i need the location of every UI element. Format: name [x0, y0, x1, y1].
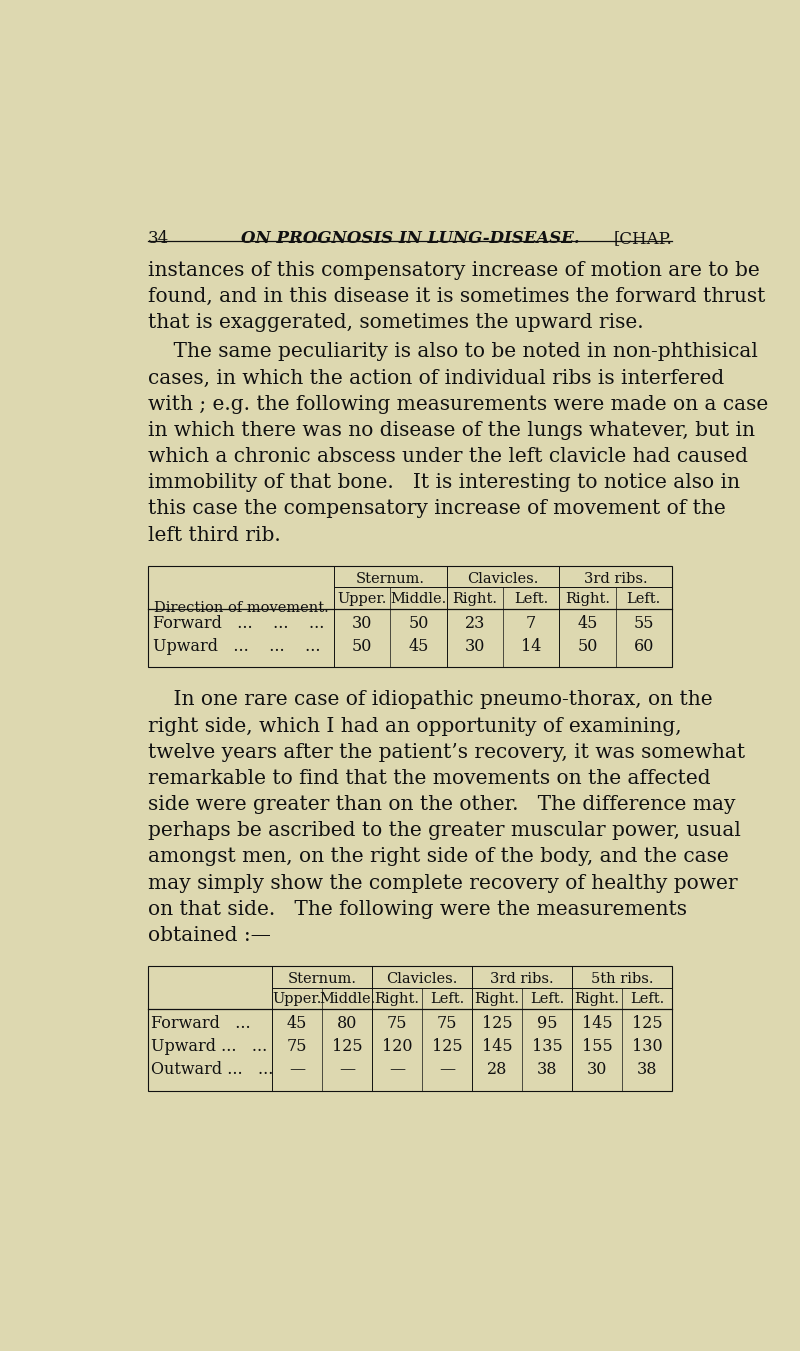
Text: left third rib.: left third rib. [148, 526, 281, 544]
Text: 125: 125 [432, 1039, 462, 1055]
Text: on that side.   The following were the measurements: on that side. The following were the mea… [148, 900, 687, 919]
Text: cases, in which the action of individual ribs is interfered: cases, in which the action of individual… [148, 369, 724, 388]
Text: twelve years after the patient’s recovery, it was somewhat: twelve years after the patient’s recover… [148, 743, 745, 762]
Text: immobility of that bone.   It is interesting to notice also in: immobility of that bone. It is interesti… [148, 473, 740, 492]
Text: Right.: Right. [474, 992, 519, 1006]
Text: 3rd ribs.: 3rd ribs. [490, 973, 554, 986]
Text: 135: 135 [532, 1039, 562, 1055]
Text: 50: 50 [578, 638, 598, 655]
Text: Forward   ...: Forward ... [151, 1016, 250, 1032]
Text: 14: 14 [521, 638, 542, 655]
Text: Upward ...   ...: Upward ... ... [151, 1039, 267, 1055]
Text: Right.: Right. [452, 592, 498, 605]
Text: 125: 125 [632, 1016, 662, 1032]
Text: that is exaggerated, sometimes the upward rise.: that is exaggerated, sometimes the upwar… [148, 313, 644, 332]
Text: In one rare case of idiopathic pneumo-thorax, on the: In one rare case of idiopathic pneumo-th… [148, 690, 713, 709]
Text: 23: 23 [465, 615, 485, 632]
Bar [148, 966, 672, 1090]
Text: remarkable to find that the movements on the affected: remarkable to find that the movements on… [148, 769, 710, 788]
Text: Upper.: Upper. [272, 992, 322, 1006]
Text: Direction of movement.: Direction of movement. [154, 601, 329, 615]
Text: 75: 75 [386, 1016, 407, 1032]
Text: —: — [389, 1062, 405, 1078]
Text: 30: 30 [465, 638, 485, 655]
Text: Left.: Left. [530, 992, 564, 1006]
Text: 45: 45 [578, 615, 598, 632]
Text: Clavicles.: Clavicles. [467, 571, 538, 586]
Text: —: — [439, 1062, 455, 1078]
Text: right side, which I had an opportunity of examining,: right side, which I had an opportunity o… [148, 716, 682, 735]
Text: 34: 34 [148, 230, 170, 247]
Text: 125: 125 [332, 1039, 362, 1055]
Text: Upper.: Upper. [338, 592, 387, 605]
Text: may simply show the complete recovery of healthy power: may simply show the complete recovery of… [148, 874, 738, 893]
Text: 28: 28 [487, 1062, 507, 1078]
Text: 38: 38 [537, 1062, 558, 1078]
Bar [148, 566, 672, 667]
Text: obtained :—: obtained :— [148, 925, 271, 944]
Text: amongst men, on the right side of the body, and the case: amongst men, on the right side of the bo… [148, 847, 729, 866]
Text: Right.: Right. [374, 992, 419, 1006]
Text: 125: 125 [482, 1016, 512, 1032]
Text: 50: 50 [352, 638, 372, 655]
Text: with ; e.g. the following measurements were made on a case: with ; e.g. the following measurements w… [148, 394, 768, 413]
Text: Left.: Left. [626, 592, 661, 605]
Text: [CHAP.: [CHAP. [614, 230, 672, 247]
Text: 95: 95 [537, 1016, 558, 1032]
Text: perhaps be ascribed to the greater muscular power, usual: perhaps be ascribed to the greater muscu… [148, 821, 741, 840]
Text: Forward   ...    ...    ...: Forward ... ... ... [153, 615, 324, 632]
Text: Outward ...   ...: Outward ... ... [151, 1062, 274, 1078]
Text: 75: 75 [437, 1016, 458, 1032]
Text: side were greater than on the other.   The difference may: side were greater than on the other. The… [148, 794, 735, 815]
Text: 145: 145 [482, 1039, 512, 1055]
Text: found, and in this disease it is sometimes the forward thrust: found, and in this disease it is sometim… [148, 286, 766, 305]
Text: Clavicles.: Clavicles. [386, 973, 458, 986]
Text: Right.: Right. [565, 592, 610, 605]
Text: —: — [339, 1062, 355, 1078]
Text: Middle.: Middle. [390, 592, 446, 605]
Text: The same peculiarity is also to be noted in non-phthisical: The same peculiarity is also to be noted… [148, 342, 758, 361]
Text: 120: 120 [382, 1039, 412, 1055]
Text: Left.: Left. [430, 992, 464, 1006]
Text: Middle.: Middle. [319, 992, 375, 1006]
Text: —: — [289, 1062, 305, 1078]
Text: 7: 7 [526, 615, 536, 632]
Text: 60: 60 [634, 638, 654, 655]
Text: 38: 38 [637, 1062, 658, 1078]
Text: 45: 45 [408, 638, 429, 655]
Text: instances of this compensatory increase of motion are to be: instances of this compensatory increase … [148, 261, 760, 280]
Text: 50: 50 [408, 615, 429, 632]
Text: Right.: Right. [574, 992, 619, 1006]
Text: Upward   ...    ...    ...: Upward ... ... ... [153, 638, 320, 655]
Text: 80: 80 [337, 1016, 358, 1032]
Text: 30: 30 [586, 1062, 607, 1078]
Text: this case the compensatory increase of movement of the: this case the compensatory increase of m… [148, 500, 726, 519]
Text: 45: 45 [287, 1016, 307, 1032]
Text: Sternum.: Sternum. [287, 973, 357, 986]
Text: Sternum.: Sternum. [356, 571, 425, 586]
Text: 130: 130 [632, 1039, 662, 1055]
Text: which a chronic abscess under the left clavicle had caused: which a chronic abscess under the left c… [148, 447, 748, 466]
Text: Left.: Left. [630, 992, 664, 1006]
Text: 145: 145 [582, 1016, 612, 1032]
Text: in which there was no disease of the lungs whatever, but in: in which there was no disease of the lun… [148, 422, 755, 440]
Text: ON PROGNOSIS IN LUNG-DISEASE.: ON PROGNOSIS IN LUNG-DISEASE. [241, 230, 579, 247]
Text: 5th ribs.: 5th ribs. [590, 973, 654, 986]
Text: 30: 30 [352, 615, 372, 632]
Text: Left.: Left. [514, 592, 548, 605]
Text: 3rd ribs.: 3rd ribs. [584, 571, 647, 586]
Text: 155: 155 [582, 1039, 612, 1055]
Text: 75: 75 [286, 1039, 307, 1055]
Text: 55: 55 [634, 615, 654, 632]
